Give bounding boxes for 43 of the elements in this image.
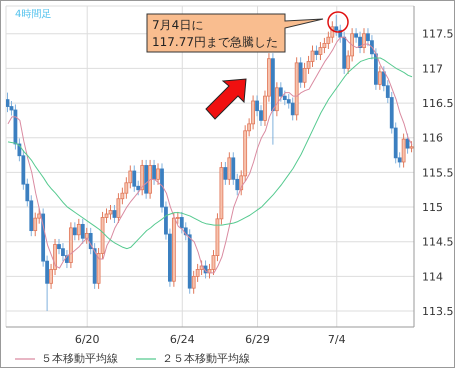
candlestick (80, 218, 85, 244)
y-tick-label: 117 (422, 62, 443, 76)
candlestick (298, 56, 303, 88)
candlestick (402, 133, 406, 168)
candlestick (76, 218, 81, 241)
y-tick-label: 115.5 (422, 166, 454, 180)
candlestick (156, 162, 160, 186)
y-tick-label: 117.5 (422, 28, 454, 41)
candlestick (152, 159, 156, 186)
candlestick (278, 82, 283, 102)
candlestick (314, 45, 318, 61)
candlestick (362, 28, 366, 54)
candlestick (410, 140, 414, 153)
candlestick (6, 92, 10, 113)
y-tick-label: 113.5 (422, 304, 454, 318)
candlestick (33, 212, 38, 237)
x-tick-label: 6/29 (245, 332, 270, 346)
candlestick (406, 133, 410, 154)
candlestick (318, 42, 322, 61)
candlestick (108, 204, 112, 220)
candlestick (223, 161, 228, 186)
candlestick (132, 164, 136, 192)
legend-label: ５本移動平均線 (41, 351, 118, 366)
x-tick-label: 7/4 (328, 332, 346, 346)
candlestick (112, 204, 116, 224)
candlestick (180, 211, 184, 234)
candlestick (72, 222, 77, 241)
annotation: 7月4日に 117.77円まで急騰した (152, 18, 278, 49)
y-tick-label: 116.5 (422, 96, 454, 110)
y-tick-label: 114 (422, 270, 443, 284)
x-tick-label: 6/20 (74, 332, 100, 346)
x-tick-label: 6/24 (170, 332, 195, 346)
y-tick-label: 115 (422, 200, 443, 214)
candlestick (274, 82, 279, 117)
candlestick (378, 66, 382, 90)
line-series (7, 58, 413, 250)
y-tick-label: 116 (422, 132, 443, 145)
candlestick (227, 152, 232, 186)
candlestick (290, 97, 295, 121)
chart-subtitle: 4時間足 (15, 8, 52, 20)
legend-label: ２５本移動平均線 (162, 351, 250, 366)
y-tick-label: 114.5 (422, 236, 454, 249)
candlestick (358, 31, 362, 54)
